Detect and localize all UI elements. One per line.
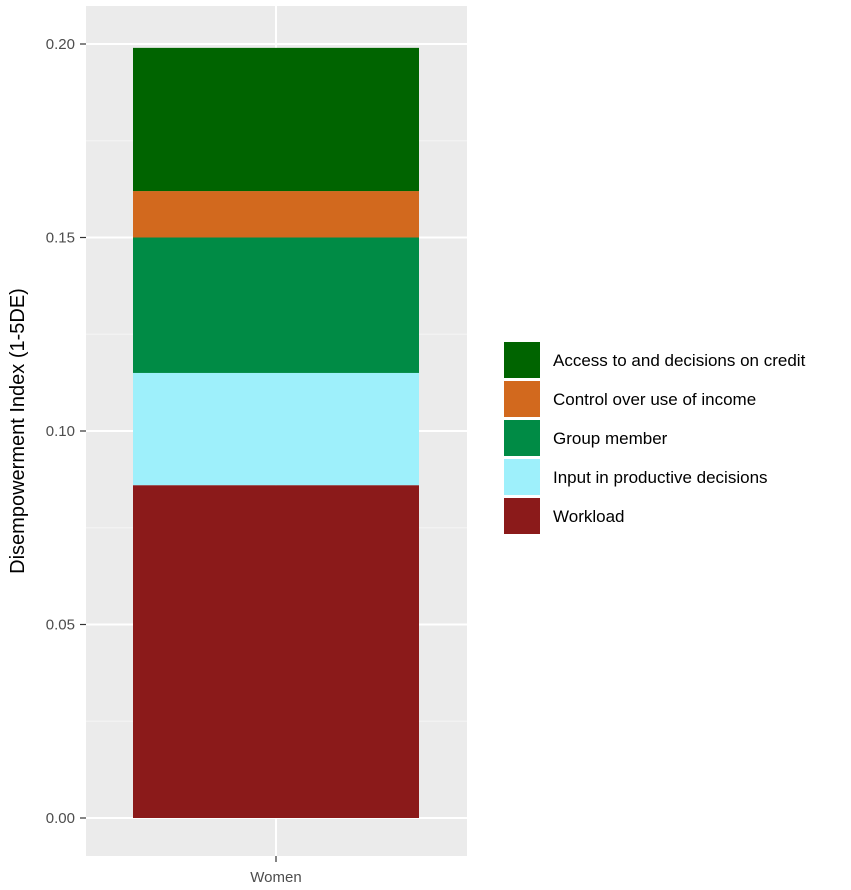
- y-tick-label: 0.05: [46, 617, 75, 634]
- bar-segment-input-in-productive-decisions: [133, 372, 419, 486]
- legend-key: [504, 498, 540, 534]
- bar-segment-access-to-and-decisions-on-credit: [133, 47, 419, 192]
- x-axis-ticks: Women: [250, 856, 302, 886]
- legend-label: Access to and decisions on credit: [553, 351, 806, 370]
- legend-label: Group member: [553, 429, 668, 448]
- bar-segment-workload: [133, 485, 419, 818]
- y-tick-label: 0.15: [46, 230, 75, 247]
- y-axis-ticks: 0.00 0.05 0.10 0.15 0.20: [46, 36, 86, 827]
- y-tick-label: 0.10: [46, 423, 75, 440]
- legend-key: [504, 420, 540, 456]
- x-tick-label: Women: [250, 869, 301, 886]
- bar-segment-group-member: [133, 237, 419, 373]
- legend-key: [504, 459, 540, 495]
- bar-segment-control-over-use-of-income: [133, 191, 419, 238]
- legend-label: Input in productive decisions: [553, 468, 768, 487]
- y-tick-label: 0.20: [46, 36, 75, 53]
- legend-label: Control over use of income: [553, 390, 756, 409]
- y-axis-title: Disempowerment Index (1-5DE): [7, 288, 29, 574]
- y-tick-label: 0.00: [46, 810, 75, 827]
- legend: Access to and decisions on credit Control…: [504, 342, 806, 534]
- bar-segments: [133, 47, 419, 818]
- legend-key: [504, 381, 540, 417]
- legend-label: Workload: [553, 507, 625, 526]
- legend-key: [504, 342, 540, 378]
